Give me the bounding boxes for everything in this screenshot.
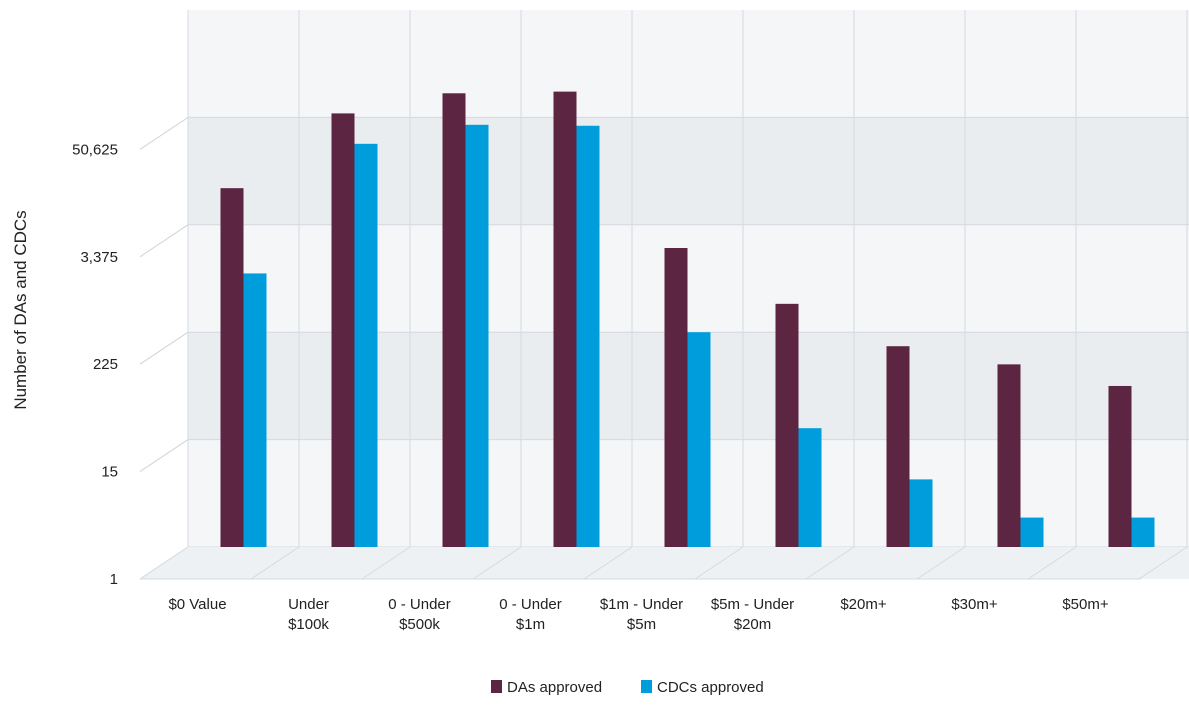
bar-cdcs-approved [798,428,822,547]
bar-das-approved [442,93,466,548]
x-tick-label: $5m - Under $20m [711,596,794,633]
y-tick-label: 50,625 [72,141,118,158]
y-tick-label: 15 [101,464,118,481]
y-tick-label: 1 [110,571,118,588]
grid-line-diagonal [139,439,189,473]
x-tick-label: $30m+ [951,596,998,613]
x-tick-label: $1m - Under $5m [600,596,683,633]
bar-cdcs-approved [576,125,600,547]
wall-band [188,10,1189,118]
legend-label-cdcs: CDCs approved [657,679,764,696]
grid-line-diagonal [139,331,189,365]
bar-cdcs-approved [1131,517,1155,547]
legend-swatch-das [491,680,502,693]
legend-label-das: DAs approved [507,679,602,696]
floor-divider [139,546,189,580]
x-tick-label: $20m+ [840,596,887,613]
floor-divider [1027,546,1077,580]
x-tick-label: $50m+ [1062,596,1109,613]
y-axis-title: Number of DAs and CDCs [11,210,30,409]
floor-divider [694,546,744,580]
bar-das-approved [1108,385,1132,547]
floor-divider [805,546,855,580]
x-tick-label: $0 Value [168,596,226,613]
bar-cdcs-approved [243,273,267,547]
bar-cdcs-approved [1020,517,1044,547]
bar-das-approved [664,248,688,547]
floor-divider [1138,546,1188,580]
grid-line-diagonal [139,116,189,150]
chart-floor [139,546,1189,580]
grid-line-diagonal [139,224,189,258]
y-tick-label: 225 [93,356,118,373]
floor-divider [361,546,411,580]
x-tick-label: 0 - Under $500k [388,596,451,633]
x-tick-label: 0 - Under $1m [499,596,562,633]
bar-cdcs-approved [354,143,378,547]
floor-divider [583,546,633,580]
floor-divider [250,546,300,580]
x-axis-ticks: $0 Value Under $100k 0 - Under $500k 0 - Unde… [168,596,1108,633]
bar-das-approved [220,188,244,547]
bar-cdcs-approved [465,124,489,548]
floor-divider [472,546,522,580]
y-tick-label: 3,375 [80,249,118,266]
chart-back-wall [139,10,1189,580]
y-axis-ticks: 1 15 225 3,375 50,625 [72,141,118,588]
bar-cdcs-approved [909,479,933,547]
bar-das-approved [553,91,577,547]
legend-swatch-cdcs [641,680,652,693]
x-tick-label: Under $100k [288,596,329,633]
bars [220,91,1155,548]
legend: DAs approved CDCs approved [491,679,764,696]
floor-plane-front [140,547,1189,579]
bar-das-approved [997,364,1021,547]
bar-das-approved [775,303,799,547]
bar-das-approved [331,113,355,548]
floor-divider [916,546,966,580]
bar-das-approved [886,346,910,547]
bar-cdcs-approved [687,332,711,547]
